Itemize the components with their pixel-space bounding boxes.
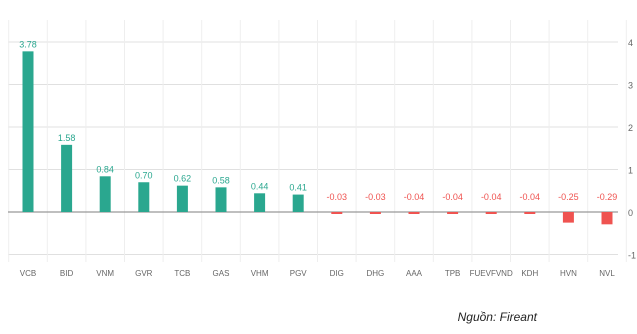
value-label-bid: 1.58 <box>58 133 76 143</box>
x-tick-label-gvr: GVR <box>135 269 153 278</box>
x-tick-label-hvn: HVN <box>560 269 577 278</box>
x-tick-label-vhm: VHM <box>251 269 269 278</box>
y-tick-label-4: 0 <box>628 208 633 218</box>
x-tick-label-fuevfvnd: FUEVFVND <box>470 269 513 278</box>
value-label-gvr: 0.70 <box>135 170 153 180</box>
value-label-vnm: 0.84 <box>96 164 114 174</box>
x-tick-label-kdh: KDH <box>521 269 538 278</box>
x-tick-label-aaa: AAA <box>406 269 423 278</box>
value-label-dig: -0.03 <box>327 192 348 202</box>
value-label-pgv: 0.41 <box>289 183 307 193</box>
x-tick-label-dhg: DHG <box>367 269 385 278</box>
value-label-nvl: -0.29 <box>597 192 618 202</box>
bar-nvl <box>601 212 613 225</box>
value-label-kdh: -0.04 <box>520 192 541 202</box>
value-label-vcb: 3.78 <box>19 39 37 49</box>
value-label-dhg: -0.03 <box>365 192 386 202</box>
bar-pgv <box>292 194 304 212</box>
value-label-hvn: -0.25 <box>558 192 579 202</box>
x-tick-label-tcb: TCB <box>174 269 190 278</box>
x-tick-label-vcb: VCB <box>20 269 36 278</box>
y-tick-label-1: 3 <box>628 81 633 91</box>
value-label-fuevfvnd: -0.04 <box>481 192 502 202</box>
y-tick-label-0: 4 <box>628 38 633 48</box>
x-tick-label-dig: DIG <box>330 269 344 278</box>
y-tick-label-3: 1 <box>628 166 633 176</box>
y-tick-label-2: 2 <box>628 123 633 133</box>
bar-hvn <box>562 212 574 223</box>
x-tick-label-vnm: VNM <box>96 269 114 278</box>
bar-dig <box>331 212 343 214</box>
value-label-tcb: 0.62 <box>174 174 192 184</box>
bar-fuevfvnd <box>485 212 497 214</box>
bar-kdh <box>524 212 536 214</box>
bar-tpb <box>447 212 459 214</box>
bar-vhm <box>254 193 266 212</box>
bar-vcb <box>22 51 34 212</box>
bar-dhg <box>369 212 381 214</box>
bar-gvr <box>138 182 150 212</box>
x-tick-label-tpb: TPB <box>445 269 461 278</box>
value-label-tpb: -0.04 <box>442 192 463 202</box>
x-tick-label-nvl: NVL <box>599 269 615 278</box>
source-caption: Nguồn: Fireant <box>457 310 537 324</box>
value-label-gas: 0.58 <box>212 175 230 185</box>
bar-gas <box>215 187 227 212</box>
value-label-vhm: 0.44 <box>251 181 269 191</box>
bar-aaa <box>408 212 420 214</box>
bar-tcb <box>176 185 188 212</box>
value-label-aaa: -0.04 <box>404 192 425 202</box>
x-tick-label-pgv: PGV <box>290 269 308 278</box>
x-tick-label-gas: GAS <box>213 269 230 278</box>
bar-vnm <box>99 176 111 212</box>
y-tick-label-5: -1 <box>628 251 636 261</box>
bar-bid <box>61 144 73 212</box>
x-tick-label-bid: BID <box>60 269 74 278</box>
